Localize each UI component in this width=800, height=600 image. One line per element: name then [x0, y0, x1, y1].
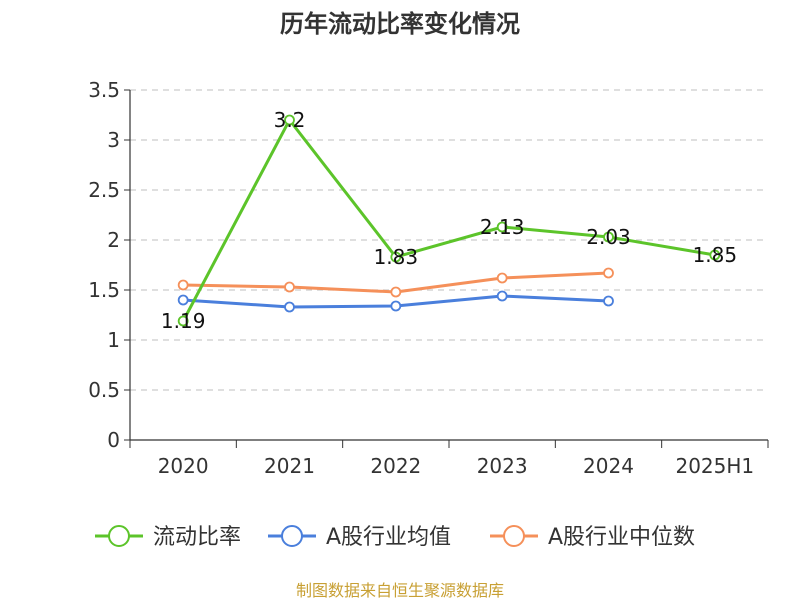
data-point [177, 315, 189, 327]
series-group: 1.19 3.2 1.83 2.13 2.03 1.85 [161, 108, 737, 333]
data-point [177, 294, 189, 306]
legend[interactable]: 流动比率 A股行业均值 A股行业中位数 [95, 525, 695, 550]
data-point [390, 286, 402, 298]
data-point [284, 281, 295, 293]
data-label: 1.85 [693, 243, 738, 267]
data-point [603, 295, 614, 307]
data-point [709, 249, 721, 261]
legend-marker [281, 525, 303, 547]
y-tick-label: 1.5 [88, 278, 120, 302]
x-tick-label: 2025H1 [675, 454, 754, 478]
y-tick-label: 2.5 [88, 178, 120, 202]
y-tick-label: 1 [107, 328, 120, 352]
x-tick-label: 2024 [583, 454, 634, 478]
legend-marker [108, 525, 130, 547]
data-label: 3.2 [274, 108, 306, 132]
series-line-0 [181, 118, 716, 322]
data-point [496, 221, 508, 233]
y-tick-label: 0.5 [88, 378, 120, 402]
legend-label: 流动比率 [153, 525, 241, 550]
y-tick-label: 3 [107, 128, 120, 152]
source-note: 制图数据来自恒生聚源数据库 [296, 581, 504, 600]
data-point [390, 251, 402, 263]
legend-item[interactable]: A股行业中位数 [490, 525, 695, 550]
data-point [177, 279, 189, 291]
chart-title: 历年流动比率变化情况 [280, 10, 520, 38]
y-tick-label: 2 [107, 228, 120, 252]
legend-item[interactable]: 流动比率 [95, 525, 241, 550]
data-point [496, 272, 508, 284]
x-tick-label: 2021 [264, 454, 315, 478]
data-point [284, 301, 295, 313]
y-tick-label: 3.5 [88, 78, 120, 102]
data-point [390, 300, 402, 312]
x-tick-label: 2020 [158, 454, 209, 478]
legend-marker [503, 525, 525, 547]
data-label: 1.83 [374, 245, 419, 269]
legend-label: A股行业均值 [326, 525, 451, 550]
y-tick-label: 0 [107, 428, 120, 452]
data-label: 2.13 [480, 215, 525, 239]
axes: 0 0.5 1 1.5 2 2.5 3 3.5 2020 2021 2022 2023 2024 2025… [88, 78, 769, 478]
legend-label: A股行业中位数 [548, 525, 695, 550]
data-point [603, 231, 614, 243]
data-point [603, 267, 614, 279]
grid-lines [130, 89, 768, 391]
data-point [284, 114, 295, 126]
x-tick-label: 2023 [477, 454, 528, 478]
data-label: 1.19 [161, 309, 206, 333]
legend-item[interactable]: A股行业均值 [268, 525, 451, 550]
data-label: 2.03 [586, 225, 631, 249]
x-tick-label: 2022 [370, 454, 421, 478]
data-point [496, 290, 508, 302]
